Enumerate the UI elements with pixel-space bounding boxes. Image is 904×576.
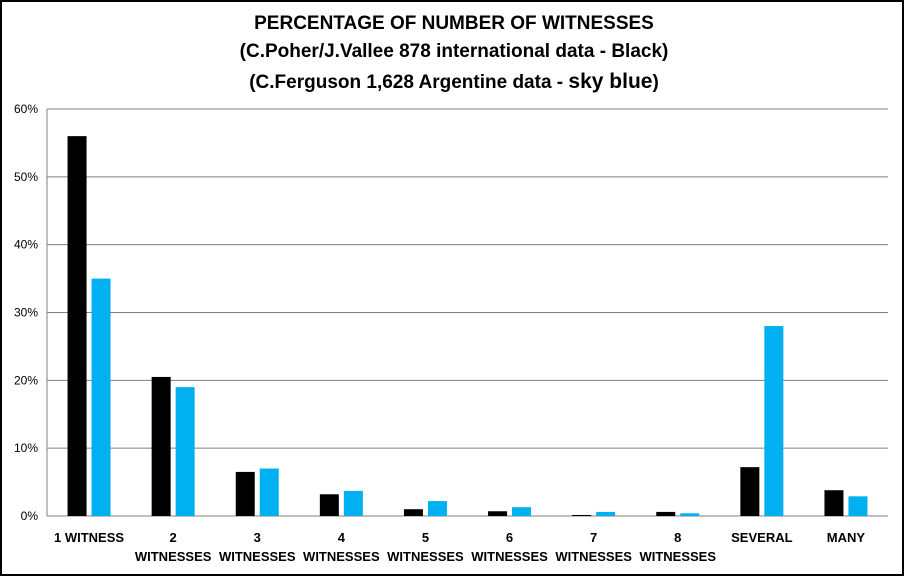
x-category-label: WITNESSES [555, 549, 632, 564]
x-category-label: WITNESSES [135, 549, 212, 564]
y-tick-label: 0% [21, 509, 39, 523]
title-line-3-emphasis: sky blue [568, 70, 653, 93]
bar-black-series [235, 471, 255, 516]
x-category-label: 8 [674, 530, 681, 545]
bar-black-series [67, 136, 87, 516]
x-category-label: 5 [422, 530, 429, 545]
chart-title-line-1: PERCENTAGE OF NUMBER OF WITNESSES [254, 13, 654, 34]
bar-black-series [824, 490, 844, 516]
bar-skyblue-series [680, 513, 700, 516]
bar-black-series [151, 376, 171, 516]
x-category-label: MANY [827, 530, 866, 545]
y-tick-label: 30% [14, 306, 38, 320]
x-category-label: WITNESSES [387, 549, 464, 564]
x-category-label: SEVERAL [731, 530, 792, 545]
title-line-3-suffix: ) [652, 72, 659, 93]
bar-skyblue-series [596, 511, 616, 516]
bar-black-series [488, 511, 508, 516]
bar-skyblue-series [175, 387, 195, 516]
x-category-label: WITNESSES [471, 549, 548, 564]
x-category-label: 1 WITNESS [54, 530, 124, 545]
x-category-label: WITNESSES [639, 549, 716, 564]
bar-skyblue-series [343, 490, 363, 516]
x-category-label: WITNESSES [303, 549, 380, 564]
x-category-label: 4 [338, 530, 346, 545]
y-tick-label: 10% [14, 441, 38, 455]
x-category-label: 6 [506, 530, 513, 545]
bar-skyblue-series [91, 278, 111, 516]
bar-skyblue-series [512, 507, 532, 516]
x-category-label: 3 [254, 530, 261, 545]
bar-black-series [572, 514, 592, 516]
chart-title-line-3: (C.Ferguson 1,628 Argentine data - sky b… [2, 70, 902, 94]
bar-black-series [403, 509, 423, 516]
bar-skyblue-series [259, 468, 279, 516]
y-tick-label: 40% [14, 238, 38, 252]
bar-skyblue-series [764, 326, 784, 516]
y-tick-label: 20% [14, 373, 38, 387]
y-tick-label: 60% [14, 102, 38, 116]
bar-skyblue-series [427, 501, 447, 516]
x-category-label: 7 [590, 530, 597, 545]
y-tick-label: 50% [14, 170, 38, 184]
bar-black-series [656, 511, 676, 516]
chart-title-line-2: (C.Poher/J.Vallee 878 international data… [239, 41, 669, 62]
bar-black-series [740, 467, 760, 516]
bar-black-series [319, 494, 339, 516]
title-line-3-prefix: (C.Ferguson 1,628 Argentine data - [249, 72, 569, 93]
x-category-label: 2 [170, 530, 177, 545]
bar-skyblue-series [848, 496, 868, 516]
x-category-label: WITNESSES [219, 549, 296, 564]
